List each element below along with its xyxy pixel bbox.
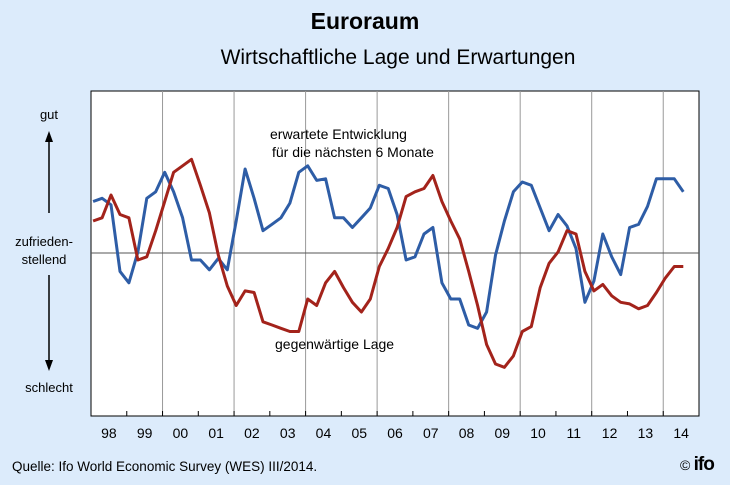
arrow-up-icon	[45, 131, 53, 213]
x-tick-label: 09	[495, 425, 511, 441]
annotation-expected-line1: erwartete Entwicklung	[270, 126, 407, 142]
y-label-satisfactory-1: zufrieden-	[15, 234, 73, 249]
x-tick-label: 13	[638, 425, 654, 441]
x-tick-label: 10	[530, 425, 546, 441]
x-tick-label: 04	[316, 425, 332, 441]
x-tick-label: 08	[459, 425, 475, 441]
x-tick-label: 99	[137, 425, 153, 441]
x-tick-label: 11	[567, 425, 582, 441]
series-current-line	[92, 157, 684, 369]
x-tick-label: 07	[423, 425, 439, 441]
annotation-expected-line2: für die nächsten 6 Monate	[272, 144, 434, 160]
x-tick-label: 01	[208, 425, 224, 441]
x-tick-label: 02	[244, 425, 260, 441]
x-tick-label: 03	[280, 425, 296, 441]
arrow-down-icon	[45, 275, 53, 371]
x-tick-label: 00	[173, 425, 189, 441]
source-note: Quelle: Ifo World Economic Survey (WES) …	[12, 459, 318, 474]
x-tick-label: 05	[351, 425, 367, 441]
y-label-satisfactory-2: stellend	[21, 252, 67, 267]
x-tick-label: 14	[673, 425, 689, 441]
chart-title: Euroraum	[310, 8, 420, 34]
y-label-good: gut	[39, 107, 59, 122]
ifo-logo: © ifo	[680, 454, 715, 475]
x-tick-label: 12	[602, 425, 618, 441]
series-expected-line	[92, 164, 685, 330]
y-label-bad: schlecht	[25, 380, 73, 395]
annotation-current: gegenwärtige Lage	[275, 336, 394, 352]
x-tick-label: 06	[387, 425, 403, 441]
chart-subtitle: Wirtschaftliche Lage und Erwartungen	[220, 46, 576, 69]
x-tick-label: 98	[101, 425, 117, 441]
